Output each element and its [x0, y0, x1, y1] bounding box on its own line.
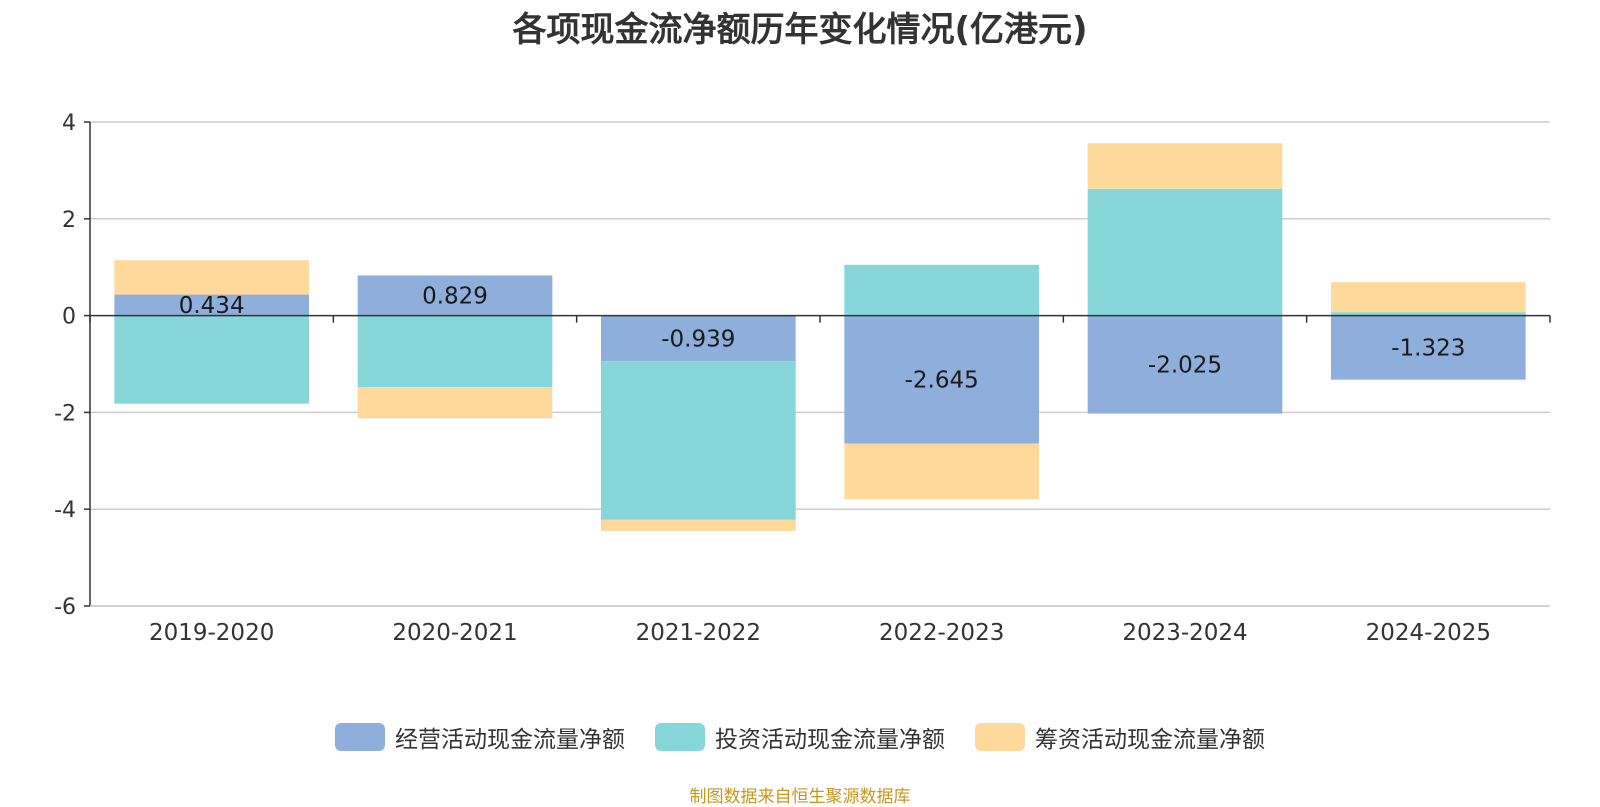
bar-operating-2024-2025 — [1331, 315, 1526, 380]
bars — [114, 143, 1526, 531]
x-tick-label: 2021-2022 — [636, 620, 761, 646]
y-tick-label: 2 — [62, 208, 76, 233]
legend-item-investing[interactable]: 投资活动现金流量净额 — [655, 720, 945, 754]
legend-swatch — [335, 723, 385, 751]
data-label: 0.434 — [179, 293, 245, 319]
legend-swatch — [975, 723, 1025, 751]
y-tick-label: 4 — [62, 111, 76, 136]
x-tick-label: 2023-2024 — [1122, 620, 1247, 646]
chart-title: 各项现金流净额历年变化情况(亿港元) — [512, 10, 1088, 50]
legend-label: 筹资活动现金流量净额 — [1035, 727, 1265, 753]
data-label: -2.025 — [1148, 353, 1222, 379]
source-note: 制图数据来自恒生聚源数据库 — [689, 787, 911, 807]
bar-investing-2022-2023 — [844, 264, 1039, 316]
legend-swatch — [655, 723, 705, 751]
y-tick-label: -2 — [54, 401, 76, 426]
y-tick-label: -6 — [54, 595, 76, 620]
x-tick-label: 2019-2020 — [149, 620, 274, 646]
bar-financing-2024-2025 — [1331, 282, 1526, 313]
legend-label: 经营活动现金流量净额 — [395, 727, 625, 753]
bar-investing-2020-2021 — [357, 315, 553, 388]
bar-financing-2021-2022 — [601, 519, 796, 531]
bar-operating-2021-2022 — [601, 315, 796, 362]
bar-investing-2019-2020 — [114, 315, 309, 404]
y-tick-label: 0 — [62, 305, 76, 330]
data-label: -2.645 — [905, 368, 979, 394]
bar-investing-2023-2024 — [1087, 188, 1283, 316]
bar-financing-2019-2020 — [114, 260, 309, 295]
legend-item-operating[interactable]: 经营活动现金流量净额 — [335, 720, 625, 754]
bar-financing-2023-2024 — [1087, 143, 1283, 189]
y-tick-label: -4 — [54, 498, 76, 523]
data-label: -0.939 — [661, 326, 735, 352]
legend: 经营活动现金流量净额 投资活动现金流量净额 筹资活动现金流量净额 — [0, 720, 1600, 754]
x-tick-label: 2020-2021 — [392, 620, 517, 646]
x-tick-label: 2022-2023 — [879, 620, 1004, 646]
axes: -6 -4 -2 0 2 4 2019-2020 2020-2021 2021-2022 2022… — [54, 111, 1551, 646]
data-label: -1.323 — [1391, 336, 1465, 362]
data-labels: 0.434 0.829 -0.939 -2.645 -2.025 -1.323 — [179, 284, 1466, 394]
legend-item-financing[interactable]: 筹资活动现金流量净额 — [975, 720, 1265, 754]
bar-operating-2019-2020 — [114, 294, 309, 316]
x-tick-label: 2024-2025 — [1366, 620, 1491, 646]
bar-investing-2021-2022 — [601, 361, 796, 520]
bar-investing-2024-2025 — [1331, 312, 1526, 316]
bar-financing-2022-2023 — [844, 443, 1039, 500]
bar-operating-2022-2023 — [844, 315, 1039, 444]
data-label: 0.829 — [422, 284, 488, 310]
legend-label: 投资活动现金流量净额 — [715, 727, 945, 753]
bar-operating-2023-2024 — [1087, 315, 1283, 414]
bar-financing-2020-2021 — [357, 387, 553, 419]
bar-operating-2020-2021 — [357, 275, 553, 316]
